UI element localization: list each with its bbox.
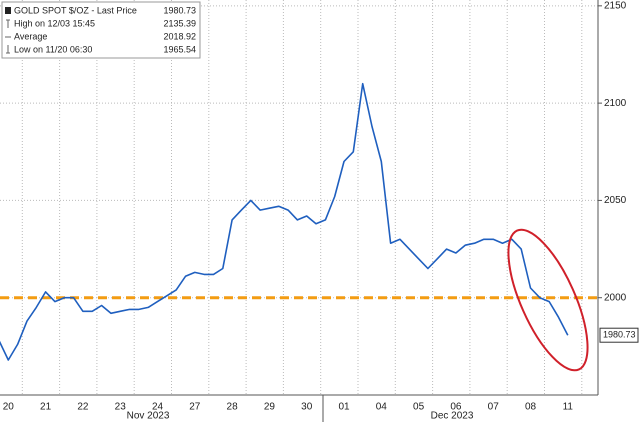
legend-value: 2135.39: [163, 18, 196, 28]
x-tick-label: 21: [40, 402, 52, 413]
highlight-ellipse: [507, 228, 589, 372]
last-price-box: [599, 327, 639, 343]
last-price-label: 1980.73: [603, 330, 636, 340]
x-tick-label: 30: [301, 402, 313, 413]
legend-value: 1965.54: [163, 44, 196, 54]
x-tick-label: 05: [413, 402, 425, 413]
x-tick-label: 08: [525, 402, 537, 413]
x-tick-label: 23: [115, 402, 127, 413]
month-label: Nov 2023: [127, 411, 170, 422]
x-tick-label: 20: [3, 402, 15, 413]
legend-label: Average: [14, 31, 47, 41]
legend-swatch: [5, 7, 11, 14]
legend-label: Low on 11/20 06:30: [14, 44, 92, 54]
month-label: Dec 2023: [431, 411, 474, 422]
y-tick-label: 2150: [604, 0, 627, 11]
legend-value: 1980.73: [163, 5, 196, 15]
x-tick-label: 06: [450, 402, 462, 413]
y-tick-label: 2100: [604, 98, 627, 109]
plot-area: [0, 82, 598, 361]
x-tick-label: 29: [264, 402, 276, 413]
price-line: [0, 82, 569, 361]
legend-label: GOLD SPOT $/OZ - Last Price: [14, 5, 137, 15]
x-tick-label: 07: [488, 402, 500, 413]
last-price-tag: 1980.73: [599, 327, 639, 343]
y-tick-label: 2050: [604, 195, 627, 206]
x-tick-label: 04: [376, 402, 388, 413]
y-tick-label: 2000: [604, 292, 627, 303]
legend-box: [1, 1, 201, 59]
legend: GOLD SPOT $/OZ - Last Price 1980.73 High…: [1, 1, 201, 59]
x-tick-label: 27: [189, 402, 201, 413]
legend-label: High on 12/03 15:45: [14, 18, 95, 28]
x-tick-label: 22: [77, 402, 89, 413]
x-tick-label: 24: [152, 402, 164, 413]
legend-value: 2018.92: [163, 31, 196, 41]
x-tick-label: 11: [563, 402, 574, 413]
legend-icon: [6, 45, 10, 54]
x-tick-label: 28: [227, 402, 239, 413]
legend-icon: [6, 19, 10, 28]
x-tick-label: 01: [338, 402, 350, 413]
